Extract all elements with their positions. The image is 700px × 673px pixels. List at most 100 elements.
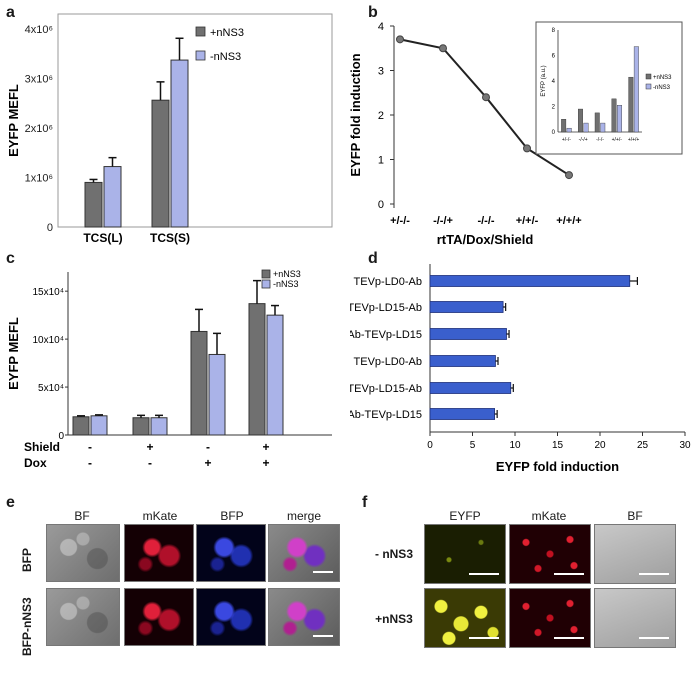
data-point (439, 44, 447, 53)
panel-label-c: c (6, 250, 15, 267)
condition-symbol: - (148, 456, 152, 470)
y-tick-label: 15x10⁴ (32, 287, 64, 298)
inset-x-tick-label: +/+/+ (628, 137, 640, 143)
y-tick-label: 10x10⁴ (32, 335, 64, 346)
bar (84, 181, 103, 228)
micrograph-bfp-nns3-merge (268, 588, 340, 646)
legend-swatch (195, 26, 206, 37)
inset-legend-swatch (645, 73, 652, 80)
bar (429, 328, 507, 340)
panel-e-col-merge: merge (286, 509, 321, 523)
inset-legend-swatch (645, 83, 652, 90)
scale-bar (313, 571, 333, 573)
x-tick-label: +/-/- (390, 215, 410, 227)
micrograph-plus-nns3-mkate (509, 588, 591, 648)
condition-symbol: + (262, 456, 269, 470)
bar (151, 99, 170, 228)
inset-y-tick-label: 6 (552, 54, 556, 60)
x-tick-label: +/+/- (516, 215, 539, 227)
x-tick-label: TCS(S) (150, 231, 190, 245)
scale-bar (469, 573, 499, 575)
inset-legend-label: +nNS3 (653, 75, 672, 81)
inset-bar (566, 127, 572, 133)
x-tick-label: 20 (594, 440, 606, 451)
x-tick-label: 0 (427, 440, 433, 451)
y-tick-label: 3 (378, 66, 384, 78)
x-axis-label: rtTA/Dox/Shield (437, 232, 534, 247)
legend-label: +nNS3 (210, 27, 244, 39)
panel-label-e: e (6, 494, 15, 511)
chart-a: 0 1x10⁶ 2x10⁶ 3x10⁶ 4x10⁶ EYFP MEFL TCS(L) TCS(… (6, 13, 333, 245)
legend-label: +nNS3 (273, 269, 301, 279)
inset-y-axis-label: EYFP (a.u.) (541, 65, 547, 96)
y-tick-label: 5x10⁴ (38, 383, 64, 394)
y-category-label: Ab-TEVp-LD15 (350, 409, 422, 421)
bar (150, 417, 168, 436)
inset-x-tick-label: -/-/- (596, 137, 604, 143)
y-category-label: Ab-TEVp-LD15 (350, 329, 422, 341)
panel-f-row-plus-nns3: +nNS3 (375, 612, 413, 626)
micrograph-minus-nns3-eyfp (424, 524, 506, 584)
y-category-label: TEVp-LD0-Ab (354, 356, 422, 368)
scale-bar (554, 573, 584, 575)
x-tick-label: +/+/+ (556, 215, 581, 227)
panel-f-col-eyfp: EYFP (449, 509, 481, 523)
bar (72, 416, 90, 436)
y-tick-label: 0 (378, 199, 384, 211)
inset-bar (600, 122, 606, 133)
panel-e-col-mkate: mKate (142, 509, 178, 523)
y-tick-label: 2x10⁶ (25, 123, 53, 135)
scale-bar (313, 635, 333, 637)
condition-row-label: Shield (24, 440, 60, 454)
micrograph-bfp-nns3-bfp (196, 588, 266, 646)
bar (429, 275, 631, 287)
panel-label-f: f (362, 494, 368, 511)
scale-bar (469, 637, 499, 639)
micrograph-bfp-bf (46, 524, 120, 582)
bar (90, 415, 108, 436)
inset-x-tick-label: +/+/- (612, 137, 623, 143)
bar (429, 408, 495, 420)
panel-label-d: d (368, 250, 378, 267)
bar (132, 417, 150, 436)
scale-bar (639, 573, 669, 575)
panel-e-row-bfp-nns3: BFP-nNS3 (20, 597, 34, 656)
micrograph-minus-nns3-bf (594, 524, 676, 584)
y-tick-label: 1x10⁶ (25, 172, 53, 184)
micrograph-minus-nns3-mkate (509, 524, 591, 584)
inset-x-tick-label: +/-/- (562, 137, 571, 143)
scale-bar (554, 637, 584, 639)
x-tick-label: -/-/+ (433, 215, 453, 227)
x-tick-label: 15 (552, 440, 564, 451)
micrograph-bfp-mkate (124, 524, 194, 582)
bar (208, 353, 226, 436)
condition-symbol: + (262, 440, 269, 454)
panel-f-col-bf: BF (627, 509, 643, 523)
panel-e-col-bfp: BFP (220, 509, 244, 523)
inset-bar (611, 98, 617, 133)
micrograph-bfp-nns3-bf (46, 588, 120, 646)
data-point (396, 35, 404, 44)
x-tick-label: 30 (679, 440, 691, 451)
inset-x-tick-label: -/-/+ (579, 137, 588, 143)
micrograph-bfp-merge (268, 524, 340, 582)
x-tick-label: 5 (470, 440, 476, 451)
chart-d: 0 5 10 15 20 25 30 EYFP fold induction TEVp-LD0-… (350, 264, 691, 474)
inset-bar (577, 108, 583, 133)
bar (429, 355, 496, 367)
y-tick-label: 2 (378, 110, 384, 122)
micrograph-bfp-nns3-mkate (124, 588, 194, 646)
bar (190, 330, 208, 436)
legend-label: -nNS3 (210, 51, 241, 63)
micrograph-plus-nns3-bf (594, 588, 676, 648)
x-tick-label: -/-/- (477, 215, 494, 227)
y-axis-label: EYFP MEFL (6, 317, 21, 390)
micrograph-bfp-bfp (196, 524, 266, 582)
legend-swatch (195, 50, 206, 61)
y-category-label: TEVp-LD15-Ab (350, 383, 422, 395)
bar (103, 166, 122, 228)
x-tick-label: TCS(L) (83, 231, 122, 245)
panel-label-b: b (368, 4, 378, 21)
y-axis-label: EYFP fold induction (350, 53, 363, 176)
condition-symbol: + (204, 456, 211, 470)
